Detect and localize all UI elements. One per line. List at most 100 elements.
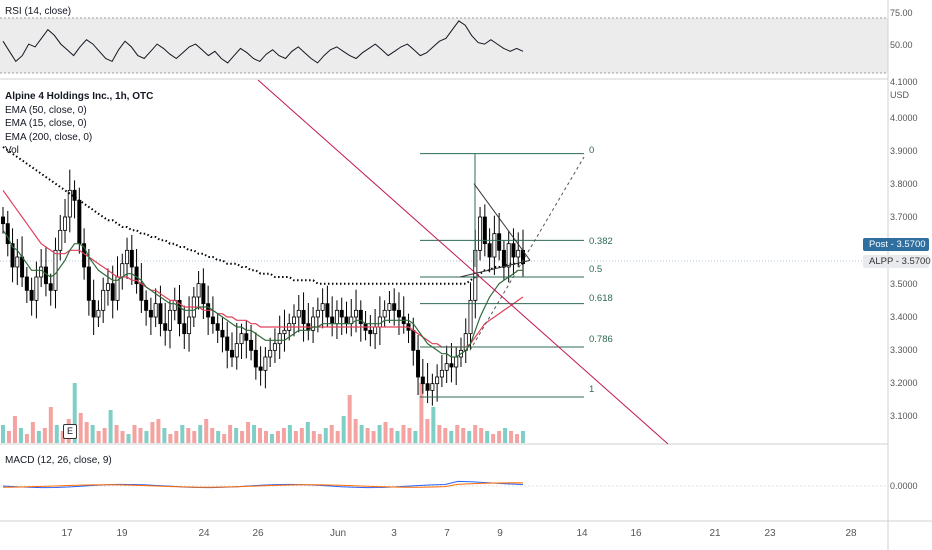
candle-body [163, 323, 168, 331]
volume-bar [204, 419, 209, 443]
candle-body [229, 349, 234, 358]
volume-bar [485, 431, 490, 443]
candle-body [86, 266, 91, 301]
candle-body [182, 323, 187, 335]
candle-body [516, 249, 521, 258]
volume-bar [395, 431, 400, 443]
volume-bar [335, 431, 340, 443]
price-tick: 3.3000 [890, 345, 918, 355]
volume-bar [497, 431, 502, 443]
earnings-badge[interactable]: E [63, 424, 77, 439]
candle-body [354, 309, 359, 318]
macd-line [2, 480, 524, 489]
candle-body [244, 333, 249, 341]
volume-bar [443, 428, 448, 443]
candle-body [497, 233, 502, 251]
volume-bar [347, 395, 352, 443]
volume-bar [60, 431, 65, 443]
candle-body [39, 266, 44, 278]
fib-label: 0.786 [589, 334, 613, 345]
x-tick: Jun [329, 528, 347, 539]
candle-body [125, 249, 130, 265]
volume-bar [383, 422, 388, 443]
volume-bar [138, 428, 143, 443]
candle-body [344, 316, 349, 325]
rsi-line-group [2, 20, 524, 64]
price-tick: 3.8000 [890, 179, 918, 189]
candle-body [425, 383, 430, 391]
candle-body [277, 333, 282, 345]
fib-label: 1 [589, 384, 595, 395]
volume-bars [1, 383, 525, 443]
volume-bar [222, 434, 227, 443]
x-tick: 7 [444, 528, 450, 539]
volume-bar [240, 431, 245, 443]
candle-body [311, 316, 316, 331]
price-tick: 4.0000 [890, 113, 918, 123]
volume-bar [269, 434, 274, 443]
volume-bar [132, 425, 137, 443]
macd-label: MACD (12, 26, close, 9) [5, 455, 112, 466]
volume-bar [491, 434, 496, 443]
volume-bar [473, 425, 478, 443]
candle-body [373, 326, 378, 335]
volume-bar [30, 422, 35, 443]
volume-bar [503, 428, 508, 443]
volume-bar [54, 425, 59, 443]
x-tick: 23 [764, 528, 776, 539]
signal-line [2, 482, 524, 488]
candle-body [225, 336, 230, 351]
candle-body [487, 243, 492, 258]
drawings [257, 79, 669, 445]
candle-body [392, 303, 397, 311]
volume-bar [323, 428, 328, 443]
price-tick: 3.7000 [890, 212, 918, 222]
rsi-tick-50: 50.00 [890, 40, 913, 50]
volume-bar [210, 428, 215, 443]
candle-body [105, 283, 110, 291]
candle-body [215, 323, 220, 331]
volume-bar [114, 425, 119, 443]
volume-bar [479, 428, 484, 443]
triangle-upper-line [473, 183, 531, 261]
candle-body [20, 256, 25, 278]
volume-bar [126, 434, 131, 443]
volume-bar [150, 422, 155, 443]
last-price-tag: ALPP - 3.5700 [863, 255, 931, 268]
volume-bar [461, 428, 466, 443]
candle-body [301, 309, 306, 325]
candle-body [210, 316, 215, 325]
candle-body [511, 243, 516, 258]
candle-body [435, 376, 440, 385]
candle-body [368, 329, 373, 335]
volume-bar [449, 431, 454, 443]
candle-body [263, 356, 268, 371]
volume-bar [24, 434, 29, 443]
price-unit: USD [890, 90, 910, 100]
candle-body [139, 283, 144, 301]
candle-body [53, 249, 58, 291]
volume-bar [168, 434, 173, 443]
volume-bar [120, 431, 125, 443]
volume-bar [353, 419, 358, 443]
volume-bar [18, 428, 23, 443]
volume-bar [162, 428, 167, 443]
volume-bar [467, 431, 472, 443]
candle-body [482, 216, 487, 245]
volume-bar [371, 431, 376, 443]
x-tick: 9 [497, 528, 503, 539]
macd-lines [2, 480, 524, 489]
candle-body [153, 303, 158, 318]
candle-body [43, 266, 48, 285]
candle-body [0, 216, 6, 225]
volume-bar [6, 431, 11, 443]
volume-bar [413, 431, 418, 443]
main-legend: Alpine 4 Holdings Inc., 1h, OTC EMA (50,… [5, 90, 153, 158]
candle-body [24, 276, 29, 291]
volume-bar [36, 431, 41, 443]
volume-bar [437, 425, 442, 443]
volume-bar [389, 428, 394, 443]
candle-body [34, 276, 39, 301]
candle-body [334, 309, 339, 325]
